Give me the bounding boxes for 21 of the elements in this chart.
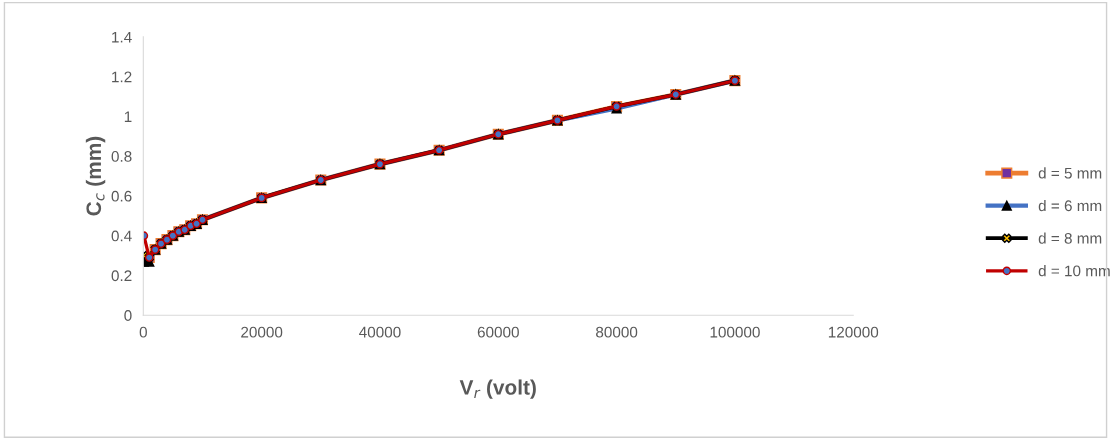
x-tick-label: 60000 (477, 326, 519, 338)
y-tick-label: 0.2 (111, 270, 132, 282)
x-tick-label: 40000 (359, 326, 401, 338)
legend-label: d = 10 mm (1038, 265, 1110, 277)
x-tick-label: 0 (139, 326, 147, 338)
y-axis-title: C$_{c}$ (mm) (85, 136, 106, 216)
x-tick-label: 80000 (596, 326, 638, 338)
legend-label: d = 6 mm (1038, 199, 1102, 212)
legend-label: d = 8 mm (1038, 232, 1102, 244)
y-tick-label: 1.4 (112, 31, 132, 43)
x-tick-label: 20000 (241, 326, 283, 338)
y-tick-label: 0 (124, 310, 132, 321)
x-axis-title: V$_{r}$ (volt) (459, 379, 536, 399)
y-tick-label: 1 (124, 111, 132, 122)
x-tick-label: 120000 (828, 326, 879, 338)
y-tick-label: 0.6 (111, 190, 132, 202)
x-tick-label: 100000 (710, 326, 760, 338)
y-tick-label: 0.8 (111, 151, 132, 162)
legend-label: d = 5 mm (1038, 167, 1102, 179)
y-tick-label: 0.4 (111, 230, 132, 242)
y-tick-label: 1.2 (112, 71, 132, 83)
